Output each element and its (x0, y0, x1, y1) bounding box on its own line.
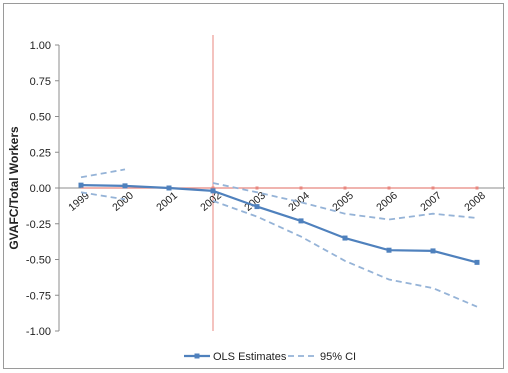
x-tick-label: 2007 (418, 189, 444, 213)
y-tick-label: 1.00 (30, 40, 51, 52)
y-tick-label: -0.25 (26, 219, 51, 231)
zero-reference-marker (387, 186, 391, 190)
ols-estimates-point (386, 247, 392, 253)
x-tick-label: 2004 (286, 189, 312, 213)
ols-estimates-point (122, 183, 128, 189)
ols-estimates-point (430, 248, 436, 254)
x-tick-label: 2000 (110, 189, 136, 213)
x-tick-label: 2001 (154, 189, 180, 213)
legend-ols-label: OLS Estimates (213, 351, 287, 363)
legend-ci-label: 95% CI (320, 351, 356, 363)
chart-frame: 1.00 0.75 0.50 0.25 0.00 -0.25 -0.50 -0.75 -1.00… (3, 3, 505, 369)
y-tick-label: -0.75 (26, 290, 51, 302)
y-tick-label: 0.25 (30, 147, 51, 159)
ols-estimates-line (80, 184, 478, 264)
ols-estimates-point (342, 235, 348, 241)
zero-reference-marker (431, 186, 435, 190)
y-tick-label: 0.50 (30, 112, 51, 124)
zero-reference-marker (255, 186, 259, 190)
y-tick-label: 0.00 (30, 183, 51, 195)
x-tick-label: 2006 (374, 189, 400, 213)
ols-estimates-point (254, 204, 260, 210)
y-axis-label: GVAFC/Total Workers (7, 126, 21, 250)
zero-reference-marker (475, 186, 479, 190)
ols-estimates-point (78, 182, 84, 188)
line-chart: 1.00 0.75 0.50 0.25 0.00 -0.25 -0.50 -0.75 -1.00… (7, 35, 505, 363)
legend-ols-marker (194, 353, 200, 359)
y-tick-label: -0.50 (26, 255, 51, 267)
ols-estimates-point (298, 218, 304, 224)
ols-estimates-point (474, 259, 480, 265)
zero-reference-marker (299, 186, 303, 190)
y-tick-label: 0.75 (30, 76, 51, 88)
ols-estimates-point (210, 188, 216, 194)
ci-line-lower (80, 191, 478, 308)
y-tick-label: -1.00 (26, 326, 51, 338)
x-tick-label: 2008 (462, 189, 488, 213)
zero-reference-marker (343, 186, 347, 190)
zero-reference-marker (211, 186, 215, 190)
x-tick-label: 1999 (66, 189, 92, 213)
ols-estimates-point (166, 185, 172, 191)
ci-line-upper (80, 168, 478, 221)
